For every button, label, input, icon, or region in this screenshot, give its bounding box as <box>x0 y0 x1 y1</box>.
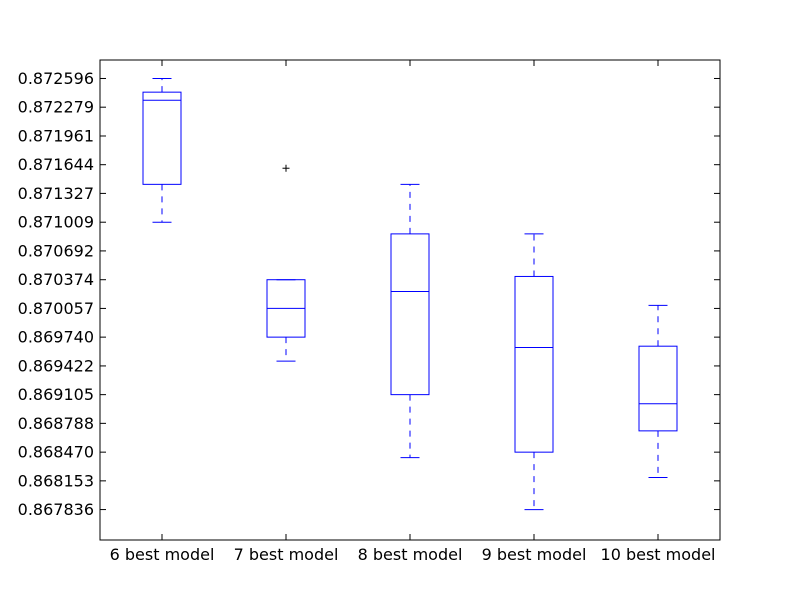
x-tick-label: 10 best model <box>601 545 716 564</box>
y-tick-label: 0.872279 <box>18 98 94 117</box>
iqr-box <box>142 91 182 185</box>
x-tick-label: 8 best model <box>358 545 463 564</box>
x-tick-label: 9 best model <box>482 545 587 564</box>
y-tick-label: 0.867836 <box>18 500 94 519</box>
y-tick-label: 0.870057 <box>18 299 94 318</box>
iqr-box <box>390 233 430 396</box>
y-tick-label: 0.871961 <box>18 126 94 145</box>
x-tick-label: 7 best model <box>234 545 339 564</box>
y-tick-label: 0.870374 <box>18 270 94 289</box>
y-tick-label: 0.870692 <box>18 241 94 260</box>
y-tick-label: 0.871327 <box>18 184 94 203</box>
y-tick-label: 0.869422 <box>18 356 94 375</box>
box-5 <box>638 304 678 479</box>
y-tick-label: 0.869105 <box>18 385 94 404</box>
y-tick-label: 0.869740 <box>18 328 94 347</box>
x-axis: 6 best model 7 best model 8 best model 9 be… <box>110 60 716 564</box>
y-tick-label: 0.868788 <box>18 414 94 433</box>
y-axis: 0.872596 0.872279 0.871961 0.871644 0.871327… <box>18 69 720 519</box>
box-4 <box>514 233 554 511</box>
box-2 <box>266 164 306 362</box>
x-tick-label: 6 best model <box>110 545 215 564</box>
y-tick-label: 0.868470 <box>18 443 94 462</box>
y-tick-label: 0.868153 <box>18 471 94 490</box>
chart-marks <box>142 77 678 511</box>
plot-frame <box>99 59 721 541</box>
y-tick-label: 0.872596 <box>18 69 94 88</box>
iqr-box <box>514 275 554 453</box>
y-tick-label: 0.871644 <box>18 155 94 174</box>
outlier-marker <box>282 164 290 172</box>
box-3 <box>390 183 430 459</box>
iqr-box <box>638 345 678 432</box>
box-1 <box>142 77 182 223</box>
y-tick-label: 0.871009 <box>18 213 94 232</box>
